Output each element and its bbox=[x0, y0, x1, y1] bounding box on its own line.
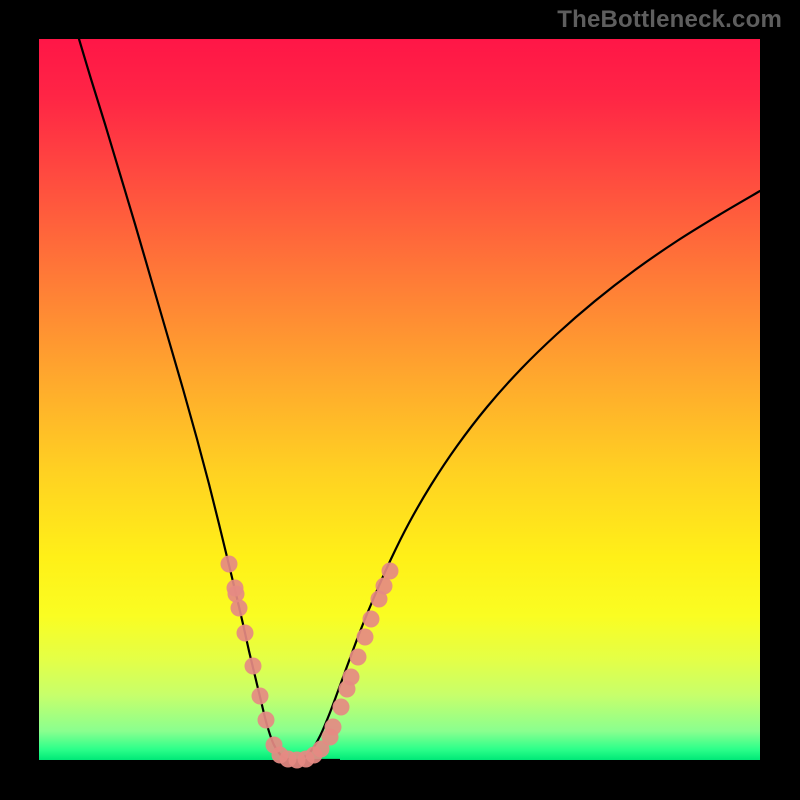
marker-group bbox=[221, 556, 399, 769]
marker-right-4 bbox=[350, 649, 367, 666]
marker-right-6 bbox=[363, 611, 380, 628]
marker-right-8 bbox=[376, 578, 393, 595]
marker-left-7 bbox=[258, 712, 275, 729]
watermark-text: TheBottleneck.com bbox=[557, 6, 782, 34]
marker-left-3 bbox=[231, 600, 248, 617]
curve-right bbox=[294, 191, 760, 760]
curve-left bbox=[79, 39, 294, 760]
chart-svg bbox=[39, 39, 760, 760]
marker-right-1 bbox=[333, 699, 350, 716]
marker-right-5 bbox=[357, 629, 374, 646]
marker-right-0 bbox=[325, 719, 342, 736]
plot-area bbox=[39, 39, 760, 760]
marker-left-5 bbox=[245, 658, 262, 675]
marker-right-3 bbox=[343, 669, 360, 686]
marker-left-0 bbox=[221, 556, 238, 573]
marker-left-2 bbox=[228, 586, 245, 603]
marker-left-4 bbox=[237, 625, 254, 642]
marker-left-6 bbox=[252, 688, 269, 705]
stage: TheBottleneck.com bbox=[0, 0, 800, 800]
marker-right-9 bbox=[382, 563, 399, 580]
